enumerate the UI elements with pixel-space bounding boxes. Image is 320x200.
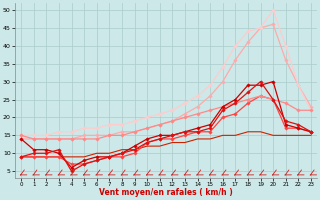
X-axis label: Vent moyen/en rafales ( km/h ): Vent moyen/en rafales ( km/h ) (99, 188, 233, 197)
